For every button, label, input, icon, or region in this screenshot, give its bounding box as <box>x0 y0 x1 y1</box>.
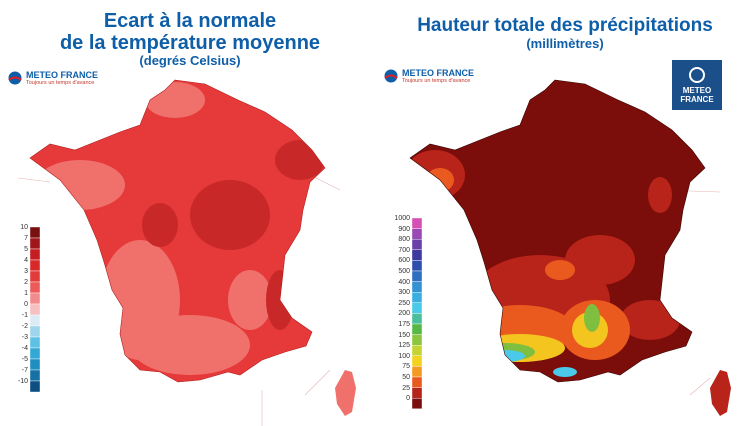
temperature-legend-label: 10 <box>20 224 28 231</box>
corsica-left <box>335 370 356 416</box>
precipitation-legend-swatch <box>411 217 423 229</box>
temperature-legend-swatch <box>29 325 41 338</box>
precipitation-legend-swatch <box>411 398 423 410</box>
left-brand-tagline: Toujours un temps d'avance <box>26 80 95 86</box>
precipitation-legend-label: 700 <box>398 246 410 254</box>
precipitation-legend-swatch <box>411 228 423 240</box>
precipitation-legend-label: 900 <box>398 225 410 233</box>
precipitation-legend-label: 25 <box>402 384 410 392</box>
temperature-legend <box>29 226 41 393</box>
right-brand-name: METEO FRANCE <box>402 68 474 78</box>
temperature-legend-label: 7 <box>24 235 28 242</box>
right-brand-logo: METEO FRANCE Toujours un temps d'avance <box>384 68 474 85</box>
badge-line2: FRANCE <box>680 95 714 104</box>
temperature-legend-swatch <box>29 314 41 327</box>
precipitation-legend-swatch <box>411 270 423 282</box>
precipitation-legend-label: 175 <box>398 321 410 328</box>
precipitation-legend-swatch <box>411 334 423 346</box>
temperature-legend-label: -5 <box>21 356 28 363</box>
temperature-legend-swatch <box>29 292 41 305</box>
precipitation-legend-label: 75 <box>402 363 410 371</box>
precipitation-legend-swatch <box>411 238 423 250</box>
temperature-legend-swatch <box>29 347 41 360</box>
badge-line1: METEO <box>682 86 712 95</box>
temperature-legend-swatch <box>29 358 41 371</box>
precipitation-legend-swatch <box>411 345 423 357</box>
precipitation-legend-swatch <box>411 249 423 261</box>
temperature-legend-label: -3 <box>21 334 28 341</box>
precipitation-legend-swatch <box>411 292 423 304</box>
meteo-france-logo-icon <box>8 71 22 85</box>
meteo-france-logo-icon <box>384 69 398 83</box>
temperature-legend-label: -2 <box>21 323 28 330</box>
precipitation-legend-label: 50 <box>402 374 410 381</box>
precipitation-legend-swatch <box>411 260 423 272</box>
temperature-legend-label: 0 <box>24 301 28 308</box>
precipitation-legend-swatch <box>411 387 423 399</box>
precipitation-legend-label: 0 <box>406 395 410 403</box>
precipitation-legend-label: 500 <box>398 268 410 275</box>
precipitation-legend-label: 200 <box>398 310 410 318</box>
precipitation-legend-label: 800 <box>398 236 410 244</box>
temperature-legend-swatch <box>29 259 41 272</box>
temperature-legend-label: 2 <box>24 279 28 286</box>
meteo-france-badge-icon <box>689 67 705 83</box>
precipitation-legend-label: 600 <box>398 257 410 265</box>
temperature-legend-swatch <box>29 226 41 239</box>
right-subtitle: (millimètres) <box>526 35 604 51</box>
left-map-title: Ecart à la normale de la température moy… <box>50 10 330 68</box>
precipitation-legend-label: 400 <box>398 278 410 286</box>
temperature-legend-swatch <box>29 336 41 349</box>
precipitation-legend-swatch <box>411 323 423 335</box>
temperature-legend-label: -4 <box>21 345 28 352</box>
meteo-france-badge: METEO FRANCE <box>672 60 722 110</box>
right-map-title: Hauteur totale des précipitations (milli… <box>400 15 730 51</box>
left-brand-name: METEO FRANCE <box>26 70 98 80</box>
temperature-anomaly-map <box>29 79 356 416</box>
precipitation-map <box>409 79 731 416</box>
left-brand-logo: METEO FRANCE Toujours un temps d'avance <box>8 70 98 87</box>
right-brand-tagline: Toujours un temps d'avance <box>402 78 471 84</box>
precipitation-legend-swatch <box>411 313 423 325</box>
precipitation-legend-label: 125 <box>398 342 410 350</box>
precipitation-legend-swatch <box>411 302 423 314</box>
left-title-line1: Ecart à la normale <box>103 10 277 32</box>
precipitation-legend-swatch <box>411 376 423 388</box>
temperature-legend-label: 4 <box>24 257 28 264</box>
precipitation-legend-swatch <box>411 281 423 293</box>
left-title-line2: de la température moyenne <box>59 32 321 54</box>
left-subtitle: (degrés Celsius) <box>139 53 241 68</box>
precipitation-legend-label: 150 <box>398 331 410 339</box>
temperature-legend-label: -1 <box>21 312 28 319</box>
temperature-legend-swatch <box>29 303 41 316</box>
precipitation-legend-label: 100 <box>398 352 410 360</box>
temperature-legend-swatch <box>29 281 41 294</box>
precipitation-legend-label: 300 <box>398 289 410 297</box>
temperature-legend-label: 5 <box>24 246 28 253</box>
temperature-legend-swatch <box>29 380 41 393</box>
precipitation-legend <box>411 217 423 410</box>
temperature-legend-swatch <box>29 369 41 382</box>
temperature-legend-swatch <box>29 248 41 261</box>
right-title-line1: Hauteur totale des précipitations <box>417 15 713 36</box>
temperature-legend-label: 3 <box>24 268 28 275</box>
precipitation-legend-swatch <box>411 355 423 367</box>
precipitation-legend-swatch <box>411 366 423 378</box>
temperature-legend-label: 1 <box>24 290 28 297</box>
precipitation-legend-label: 1000 <box>394 215 410 222</box>
corsica-right <box>710 370 731 416</box>
precipitation-legend-label: 250 <box>398 299 410 307</box>
temperature-legend-swatch <box>29 270 41 283</box>
temperature-legend-swatch <box>29 237 41 250</box>
temperature-legend-label: -10 <box>17 378 28 385</box>
temperature-legend-label: -7 <box>21 367 28 374</box>
